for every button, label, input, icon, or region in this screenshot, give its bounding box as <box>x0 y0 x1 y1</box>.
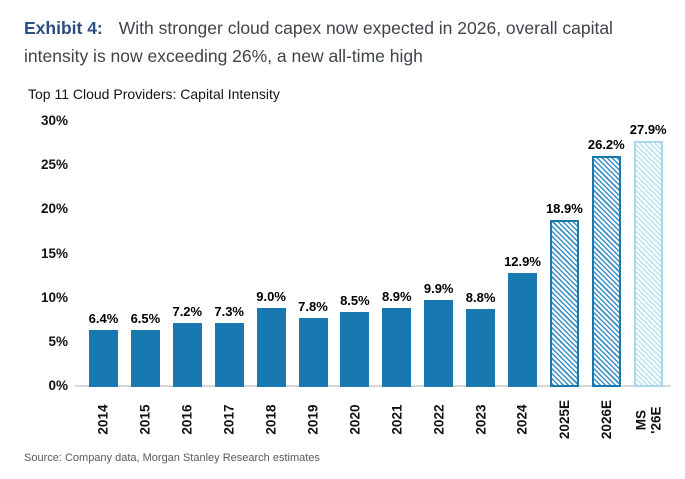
bar-2024 <box>508 273 537 387</box>
bar-value-label-2019: 7.8% <box>298 299 328 315</box>
x-axis-line <box>75 385 671 387</box>
x-axis-tick-text: 2018 <box>263 404 279 436</box>
x-axis-tick-text: 2025E <box>556 400 572 440</box>
x-axis-tick-text: 2016 <box>179 404 195 436</box>
exhibit-title-line2: intensity is now exceeding 26%, a new al… <box>24 46 423 66</box>
bar-ms26e <box>633 140 663 387</box>
bar-2020 <box>340 311 370 387</box>
bar-2025e <box>549 220 579 387</box>
bar-2023 <box>466 309 496 387</box>
bar-2022 <box>424 299 454 387</box>
x-axis-tick-text: 2014 <box>95 404 111 436</box>
x-axis-tick-text: 2023 <box>473 404 489 436</box>
y-axis-tick-label: 10% <box>40 289 68 305</box>
bar-value-label-2021: 8.9% <box>381 289 412 305</box>
exhibit-label: Exhibit 4: <box>24 18 103 38</box>
chart-title: Top 11 Cloud Providers: Capital Intensit… <box>28 86 280 102</box>
bar-2026e <box>591 155 621 387</box>
source-note: Source: Company data, Morgan Stanley Res… <box>24 452 320 464</box>
bar-value-label-ms26e: 27.9% <box>629 121 667 137</box>
y-axis-tick-label: 20% <box>40 201 68 217</box>
x-axis-tick-text: 2015 <box>137 404 153 436</box>
bar-2015 <box>130 329 160 387</box>
bar-value-label-2024: 12.9% <box>504 254 541 270</box>
x-axis-tick-text: 2020 <box>347 404 363 436</box>
bar-value-label-2026e: 26.2% <box>587 136 625 152</box>
bar-value-label-2017: 7.3% <box>214 303 244 319</box>
bar-value-label-2025e: 18.9% <box>545 201 583 217</box>
bar-2016 <box>172 323 202 387</box>
bar-2014 <box>89 330 118 387</box>
exhibit-header: Exhibit 4: With stronger cloud capex now … <box>24 14 672 70</box>
bar-value-label-2015: 6.5% <box>130 310 161 326</box>
bar-value-label-2014: 6.4% <box>88 311 119 327</box>
x-axis-tick-text: 2022 <box>431 404 447 436</box>
bar-value-label-2022: 9.9% <box>423 280 454 296</box>
x-axis-tick-text: MS '26E <box>633 406 664 434</box>
y-axis-tick-label: 0% <box>48 378 68 393</box>
exhibit-title-line1: With stronger cloud capex now expected i… <box>118 18 613 38</box>
bar-value-label-2016: 7.2% <box>172 304 203 320</box>
bar-2019 <box>298 318 328 387</box>
y-axis-tick-label: 30% <box>40 113 68 128</box>
x-axis-tick-text: 2026E <box>598 400 614 440</box>
bar-2018 <box>256 307 286 387</box>
y-axis-tick-label: 25% <box>40 157 68 173</box>
bar-value-label-2018: 9.0% <box>256 288 286 304</box>
x-axis-tick-label-ms26e: MS '26E <box>616 388 680 452</box>
y-axis-tick-label: 5% <box>48 333 68 349</box>
bar-value-label-2023: 8.8% <box>465 290 496 306</box>
x-axis-tick-text: 2021 <box>389 404 405 436</box>
bar-2017 <box>214 322 244 387</box>
x-axis-tick-text: 2017 <box>221 404 237 436</box>
y-axis-tick-label: 15% <box>40 245 68 261</box>
x-axis-tick-text: 2019 <box>305 404 321 436</box>
bar-value-label-2020: 8.5% <box>340 292 370 308</box>
bar-2021 <box>382 308 412 387</box>
x-axis-tick-text: 2024 <box>514 404 530 436</box>
